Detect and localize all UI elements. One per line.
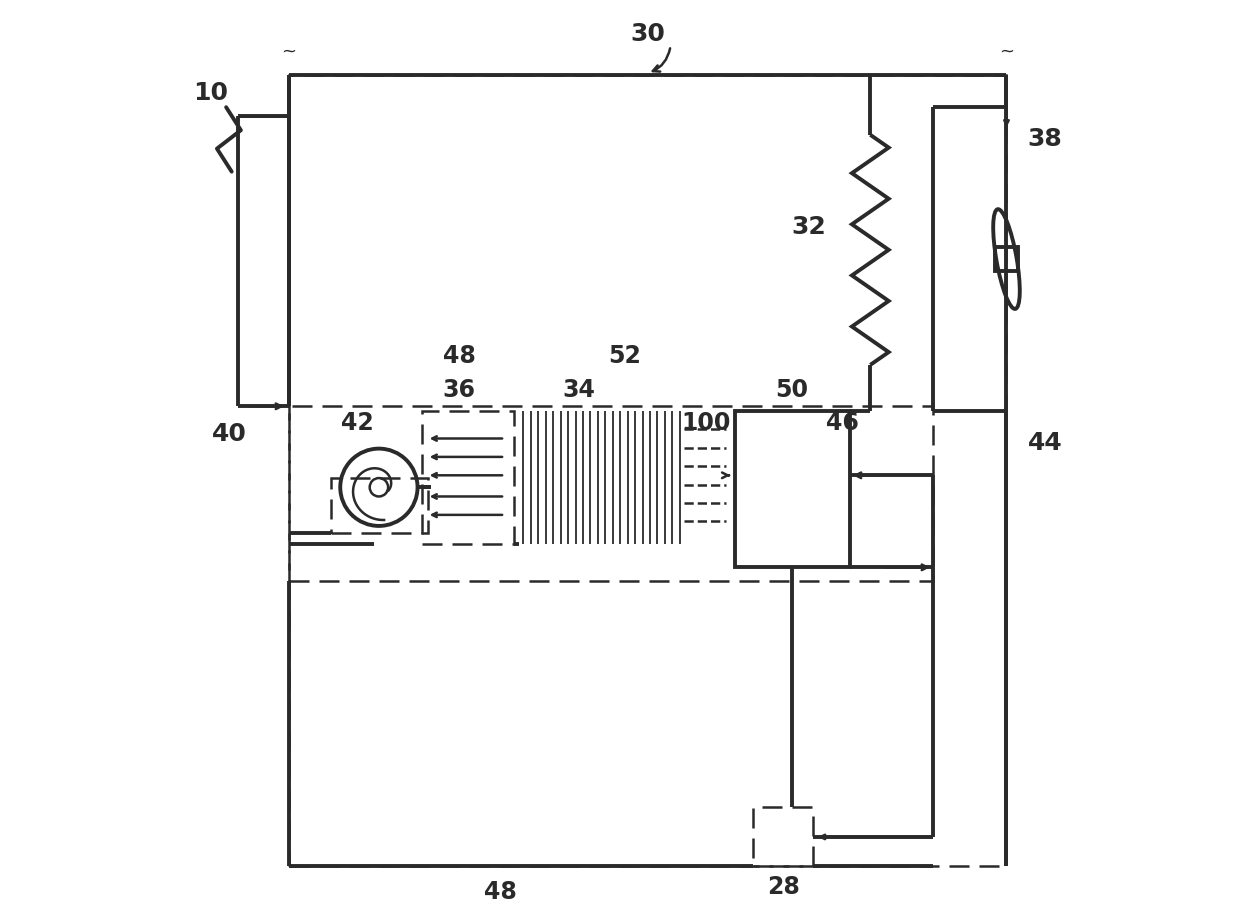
Text: 40: 40 [212, 422, 247, 446]
Text: 52: 52 [608, 343, 641, 367]
Text: 48: 48 [443, 343, 475, 367]
Text: 38: 38 [1028, 127, 1063, 151]
Text: 48: 48 [484, 881, 517, 905]
Text: 32: 32 [791, 215, 826, 239]
Bar [735, 411, 851, 568]
Text: 100: 100 [681, 411, 730, 435]
Text: 10: 10 [193, 81, 228, 105]
Text: ~: ~ [999, 43, 1014, 61]
Text: 42: 42 [341, 411, 374, 435]
Text: 50: 50 [775, 378, 808, 402]
Bar [422, 411, 515, 545]
Text: 34: 34 [562, 378, 595, 402]
Bar [331, 478, 428, 533]
Text: 28: 28 [768, 875, 800, 899]
Text: ~: ~ [281, 43, 296, 61]
Text: 46: 46 [826, 411, 859, 435]
Text: 44: 44 [1028, 431, 1063, 455]
Bar [754, 807, 813, 867]
Text: 30: 30 [630, 21, 665, 45]
Bar [994, 247, 1018, 271]
Text: 36: 36 [443, 378, 475, 402]
